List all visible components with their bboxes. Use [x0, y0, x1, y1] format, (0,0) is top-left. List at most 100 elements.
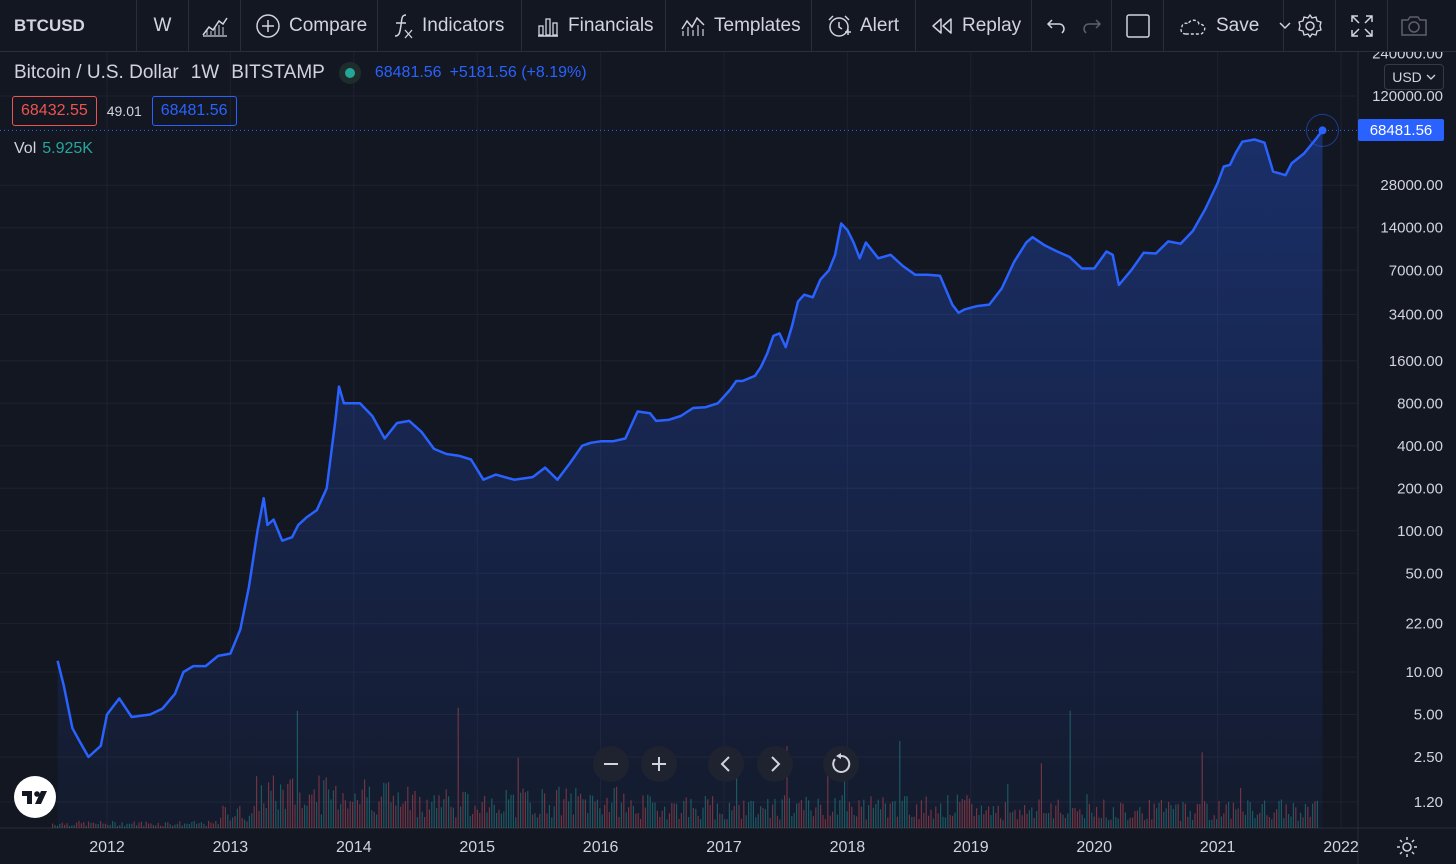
last-price-text: 68481.56 — [1369, 121, 1433, 139]
ask-price[interactable]: 68481.56 — [151, 96, 237, 126]
volume-bar — [52, 823, 54, 828]
settings-icon[interactable] — [1396, 836, 1418, 858]
x-tick-label: 2013 — [213, 839, 249, 856]
compare-label: Compare — [289, 14, 368, 36]
chart-type-button[interactable] — [189, 0, 241, 52]
square-icon — [1125, 13, 1150, 38]
x-tick-label: 2022 — [1323, 839, 1359, 856]
indicators-label: Indicators — [422, 14, 505, 36]
financials-button[interactable]: Financials — [522, 0, 666, 52]
y-tick-label: 2.50 — [1414, 749, 1443, 766]
top-toolbar: BTCUSD W Compare Indicators Financials T… — [0, 0, 1456, 52]
price-area — [57, 130, 1323, 828]
bars-icon — [538, 17, 558, 37]
x-tick-label: 2012 — [89, 839, 125, 856]
price-chart[interactable]: 2012 2013 2014 2015 2016 2017 2018 2019 2020 2021… — [0, 52, 1456, 864]
quote-boxes: 68432.55 49.01 68481.56 — [12, 96, 237, 126]
layout-button[interactable] — [1112, 0, 1164, 52]
templates-label: Templates — [714, 14, 801, 36]
y-tick-label: 400.00 — [1397, 438, 1443, 455]
tradingview-logo-icon — [22, 791, 47, 804]
interval-label: W — [153, 14, 172, 36]
y-tick-label: 22.00 — [1405, 616, 1443, 633]
tradingview-logo[interactable] — [14, 776, 56, 818]
interval-button[interactable]: W — [137, 0, 189, 52]
symbol-search-button[interactable]: BTCUSD — [0, 0, 137, 52]
x-tick-label: 2021 — [1200, 839, 1236, 856]
function-icon — [394, 13, 413, 38]
volume-bar — [54, 824, 56, 828]
legend-last-price: 68481.56 — [374, 64, 442, 81]
chevron-down-icon — [1426, 74, 1436, 80]
redo-icon[interactable] — [1082, 17, 1102, 35]
zoom-out-button[interactable] — [593, 746, 629, 782]
gear-icon — [1297, 13, 1322, 38]
scroll-left-button[interactable] — [708, 746, 744, 782]
financials-label: Financials — [568, 14, 654, 36]
save-button[interactable]: Save — [1164, 0, 1291, 52]
y-tick-label: 3400.00 — [1389, 307, 1443, 324]
y-tick-label: 200.00 — [1397, 480, 1443, 497]
legend-change: +5181.56 (+8.19%) — [449, 64, 587, 81]
legend-exchange: BITSTAMP — [231, 62, 325, 83]
cloud-icon — [1180, 19, 1206, 35]
candles-icon — [201, 17, 228, 37]
y-tick-label: 10.00 — [1405, 664, 1443, 681]
x-tick-label: 2017 — [706, 839, 742, 856]
legend-interval: 1W — [190, 62, 220, 83]
volume-legend: Vol 5.925K — [14, 140, 93, 158]
templates-icon — [681, 16, 705, 36]
y-tick-label: 5.00 — [1414, 706, 1443, 723]
last-price-label: 68481.56 — [1358, 119, 1444, 142]
symbol-label: BTCUSD — [14, 15, 85, 35]
y-tick-label: 1600.00 — [1389, 353, 1443, 370]
snapshot-button[interactable] — [1388, 0, 1440, 52]
alert-label: Alert — [860, 14, 900, 36]
x-tick-label: 2020 — [1076, 839, 1112, 856]
y-tick-label: 240000.00 — [1372, 52, 1443, 62]
indicators-button[interactable]: Indicators — [378, 0, 522, 52]
bid-price[interactable]: 68432.55 — [12, 96, 97, 126]
fullscreen-icon — [1350, 14, 1373, 37]
y-tick-label: 7000.00 — [1389, 262, 1443, 279]
settings-button[interactable] — [1284, 0, 1336, 52]
chart-legend: Bitcoin / U.S. Dollar 1W BITSTAMP 68481.… — [14, 62, 587, 84]
fullscreen-button[interactable] — [1336, 0, 1388, 52]
currency-select[interactable]: USD — [1384, 64, 1444, 90]
camera-icon — [1401, 15, 1427, 36]
x-tick-label: 2016 — [583, 839, 619, 856]
x-tick-label: 2014 — [336, 839, 372, 856]
x-tick-label: 2018 — [830, 839, 866, 856]
replay-label: Replay — [962, 14, 1022, 36]
replay-button[interactable]: Replay — [916, 0, 1032, 52]
y-tick-label: 1.20 — [1414, 794, 1443, 811]
volume-value: 5.925K — [42, 140, 93, 157]
spread-value: 49.01 — [106, 103, 142, 119]
chart-area[interactable]: 2012 2013 2014 2015 2016 2017 2018 2019 2020 2021… — [0, 52, 1456, 864]
y-tick-label: 14000.00 — [1380, 220, 1443, 237]
replay-icon — [932, 17, 952, 34]
reset-chart-button[interactable] — [823, 746, 859, 782]
y-tick-label: 50.00 — [1405, 565, 1443, 582]
zoom-in-button[interactable] — [641, 746, 677, 782]
price-line — [56, 129, 1324, 759]
undo-icon[interactable] — [1046, 17, 1066, 35]
y-tick-label: 100.00 — [1397, 523, 1443, 540]
scroll-right-icon — [771, 756, 781, 772]
scroll-right-button[interactable] — [757, 746, 793, 782]
legend-title: Bitcoin / U.S. Dollar — [14, 62, 179, 83]
market-status-icon[interactable] — [338, 62, 361, 84]
reset-icon — [832, 753, 851, 773]
zoom-out-icon — [604, 763, 618, 765]
volume-label: Vol — [14, 140, 37, 157]
compare-button[interactable]: Compare — [241, 0, 378, 52]
chevron-down-icon[interactable] — [1279, 21, 1291, 30]
currency-label: USD — [1392, 69, 1422, 85]
last-price-marker — [1318, 126, 1327, 135]
templates-button[interactable]: Templates — [666, 0, 812, 52]
volume-bar — [56, 825, 58, 828]
alert-button[interactable]: Alert — [812, 0, 916, 52]
save-label: Save — [1216, 14, 1260, 36]
alarm-icon — [828, 14, 851, 37]
y-tick-label: 28000.00 — [1380, 177, 1443, 194]
